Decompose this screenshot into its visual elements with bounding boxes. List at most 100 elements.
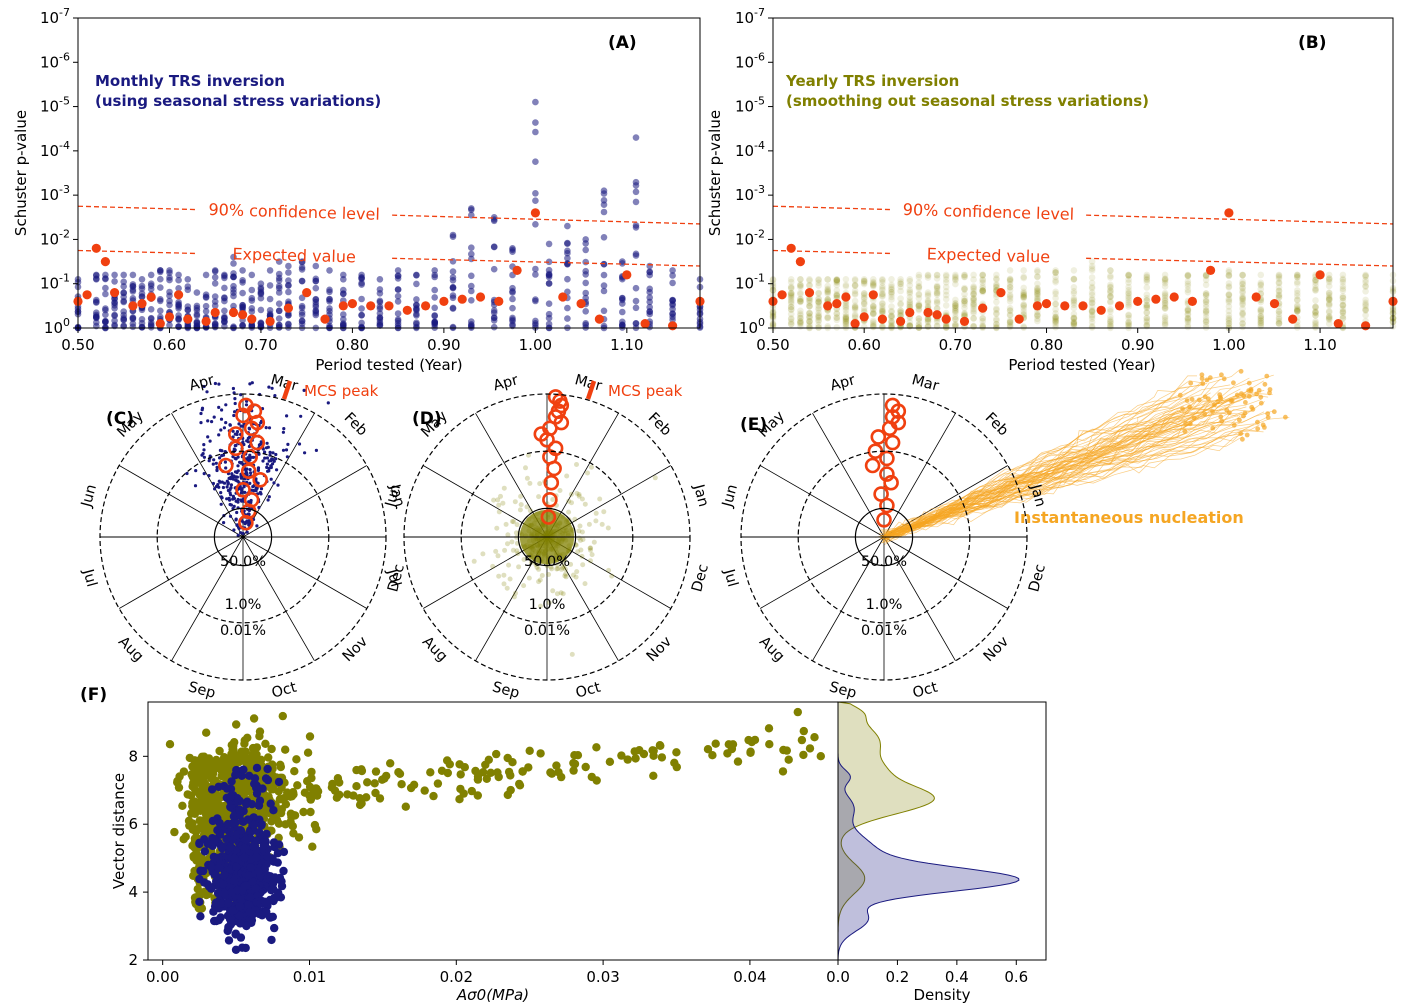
- panel-b-sim-point: [933, 283, 941, 291]
- panel-a-sim-point: [449, 292, 457, 299]
- panel-d-sim-point: [490, 563, 496, 569]
- panel-b-sim-point: [906, 299, 914, 306]
- panel-b-sim-point: [1257, 315, 1265, 323]
- panel-a-sim-point: [147, 306, 155, 313]
- panel-b-sim-point: [1107, 283, 1114, 291]
- panel-a-observed-point: [558, 292, 568, 302]
- panel-f-yearly-tail-point: [508, 758, 517, 767]
- panel-f-yearly-point: [312, 825, 321, 834]
- panel-b-sim-point: [942, 302, 950, 309]
- panel-f-monthly-point: [214, 863, 224, 873]
- panel-f-yearly-point: [278, 711, 287, 721]
- panel-d-sim-point: [509, 539, 515, 545]
- panel-c-sim-point: [285, 455, 289, 459]
- panel-a-observed-point: [421, 301, 431, 311]
- panel-a-observed-point: [576, 299, 586, 309]
- panel-d-sim-point: [513, 590, 518, 596]
- panel-a-sim-point: [600, 208, 608, 216]
- panel-b-sim-point: [860, 295, 868, 302]
- panel-b-sim-point: [1006, 295, 1014, 302]
- panel-a-sim-point: [102, 290, 109, 298]
- panel-f-yearly-tail-point: [328, 779, 337, 789]
- panel-c-sim-point: [229, 493, 233, 497]
- panel-b-sim-point: [833, 310, 841, 317]
- panel-e: Instantaneous nucleation50.0%1.0%0.01%Ma…: [719, 368, 1290, 702]
- panel-e-nucleation-end: [1244, 432, 1250, 438]
- panel-a-ytick-label: 10-6: [40, 50, 70, 71]
- panel-c-sim-point: [219, 417, 224, 421]
- panel-c-sim-point: [261, 459, 265, 463]
- panel-b-sim-point: [879, 323, 886, 331]
- panel-b-sim-point: [1362, 279, 1369, 286]
- panel-f-yearly-tail-point: [784, 755, 793, 764]
- panel-a-sim-point-max: [394, 267, 402, 274]
- panel-a-sim-point: [532, 321, 539, 329]
- panel-a-sim-point: [468, 318, 475, 325]
- panel-b-sim-point: [1006, 307, 1014, 314]
- panel-f-monthly-point: [249, 842, 259, 851]
- panel-a-sim-point-max: [239, 267, 246, 274]
- panel-b-sim-point: [1275, 317, 1283, 325]
- panel-b-sim-point: [1006, 321, 1014, 328]
- panel-a-observed-point: [91, 243, 101, 253]
- panel-b-observed-point: [850, 319, 860, 329]
- panel-e-nucleation-end: [1187, 421, 1193, 427]
- panel-b-sim-point: [1088, 311, 1096, 319]
- panel-e-mcs-circle: [884, 434, 901, 451]
- panel-e-nucleation-end: [1217, 394, 1223, 400]
- panel-f-yearly-tail-point: [703, 745, 713, 754]
- panel-b-sim-point: [952, 321, 959, 329]
- panel-b-sim-point: [888, 314, 895, 321]
- panel-a-sim-point: [358, 312, 365, 319]
- panel-b-observed-point: [1187, 296, 1197, 306]
- panel-a-sim-point: [93, 313, 100, 321]
- panel-a-sim-point-max: [221, 271, 228, 279]
- panel-a-sim-point-max: [509, 245, 516, 252]
- panel-a-sim-point: [166, 288, 173, 296]
- panel-b-sim-point: [860, 277, 868, 285]
- panel-a-sim-point-max: [632, 134, 640, 141]
- panel-b-observed-point: [1060, 301, 1070, 311]
- panel-e-ring-label: 1.0%: [866, 597, 903, 613]
- panel-b-sim-point: [842, 304, 850, 312]
- panel-b-sim-point: [806, 310, 813, 317]
- panel-b-sim-point: [842, 303, 850, 310]
- panel-b-sim-point: [924, 315, 932, 323]
- panel-c-sim-point: [210, 420, 214, 424]
- panel-b-sim-point: [961, 297, 968, 305]
- panel-f-monthly-point: [218, 880, 228, 889]
- panel-b-sim-point: [933, 275, 941, 282]
- panel-b-sim-point-max: [1034, 267, 1041, 274]
- panel-c-sim-point: [206, 419, 210, 423]
- panel-a-sim-point: [340, 311, 347, 318]
- panel-b-sim-point-max: [1006, 267, 1014, 274]
- panel-f-yearly-tail-point: [524, 763, 533, 772]
- panel-f-yearly-tail-point: [570, 759, 580, 769]
- panel-a-ytick-label: 10-4: [40, 139, 70, 160]
- panel-d-sim-point: [524, 504, 530, 510]
- panel-a-sim-point: [202, 293, 210, 301]
- panel-b-sim-point: [851, 304, 859, 311]
- panel-b-sim-point: [1184, 286, 1192, 294]
- panel-f-yearly-tail-point: [395, 769, 405, 778]
- panel-b-sim-point: [897, 278, 904, 286]
- panel-b-sim-point: [806, 297, 813, 304]
- panel-b-sim-point: [806, 296, 813, 304]
- panel-b-sim-point-max: [1107, 267, 1114, 274]
- panel-f-monthly-point: [196, 912, 205, 921]
- panel-c-sim-point: [212, 415, 216, 419]
- panel-b-sim-point: [833, 324, 841, 331]
- panel-b-sim-point: [787, 318, 795, 326]
- panel-a-sim-point: [298, 294, 306, 302]
- panel-c-sim-point: [271, 462, 275, 466]
- panel-b-observed-point: [786, 243, 796, 253]
- panel-b-sim-point: [1070, 284, 1078, 291]
- panel-b-sim-point: [979, 322, 986, 329]
- panel-b-sim-point: [860, 280, 868, 288]
- panel-b-sim-point: [870, 321, 877, 328]
- panel-b-sim-point: [888, 321, 895, 329]
- panel-a-observed-point: [146, 292, 156, 302]
- panel-f-yearly-tail-point: [764, 724, 774, 733]
- panel-b-sim-point: [897, 309, 904, 316]
- panel-b-sim-point-max: [1020, 267, 1027, 274]
